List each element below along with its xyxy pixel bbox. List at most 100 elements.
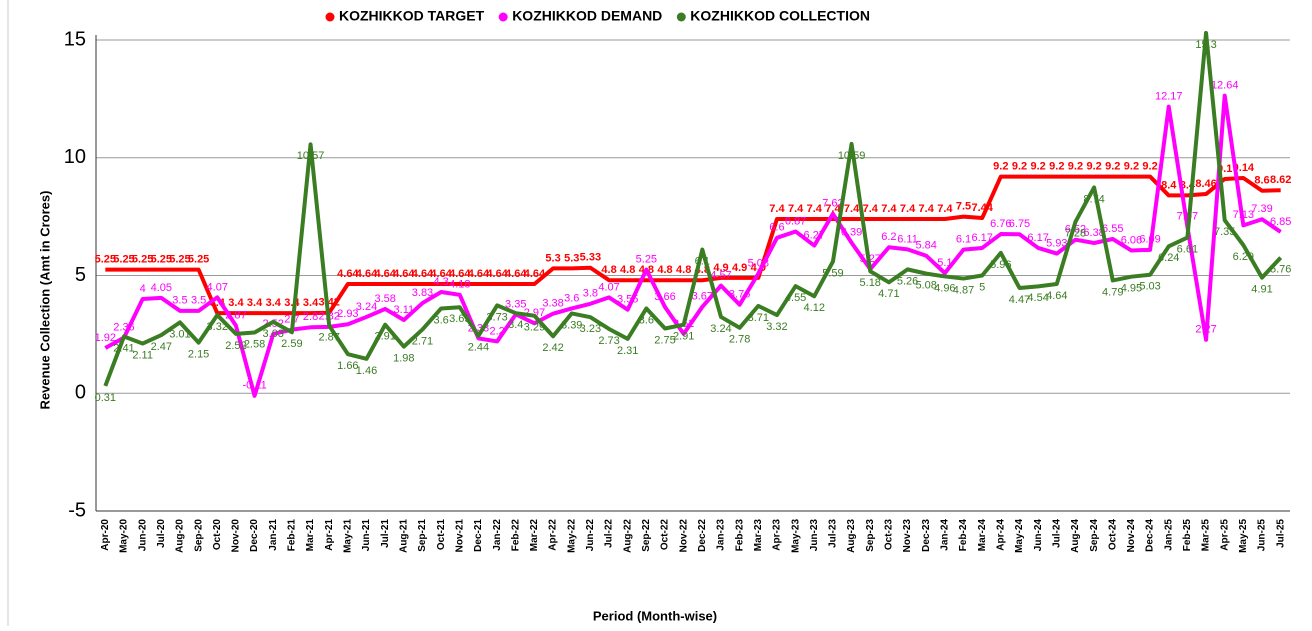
data-label: 5.26 — [897, 275, 918, 287]
data-label: 10.59 — [838, 150, 866, 162]
data-label: 12.64 — [1211, 79, 1239, 91]
x-tick-label: Jun-20 — [137, 519, 148, 552]
data-label: 4.9 — [713, 262, 728, 274]
data-label: 3.71 — [748, 312, 769, 324]
data-label: 2.31 — [617, 345, 638, 357]
data-label: 6.87 — [785, 215, 806, 227]
x-tick-label: Nov-22 — [678, 519, 689, 553]
data-label: 4.96 — [934, 282, 955, 294]
data-label: 3.6 — [433, 314, 448, 326]
data-label: 3.42 — [318, 297, 339, 309]
data-label: 2.93 — [337, 308, 358, 320]
data-label: 7.13 — [1233, 209, 1254, 221]
data-label: 2.36 — [113, 322, 134, 334]
x-tick-label: May-25 — [1238, 519, 1249, 553]
data-label: 4.3 — [433, 276, 448, 288]
x-tick-label: Jun-22 — [585, 519, 596, 552]
data-label: 3.4 — [247, 297, 263, 309]
x-tick-label: May-24 — [1014, 519, 1025, 553]
data-label: 3.66 — [654, 291, 675, 303]
x-tick-label: Sep-24 — [1089, 519, 1100, 552]
x-tick-label: Dec-24 — [1145, 519, 1156, 552]
data-label: 9.2 — [1049, 160, 1064, 172]
data-label: 4.18 — [449, 279, 470, 291]
legend-label: KOZHIKKOD TARGET — [339, 8, 485, 24]
data-label: 4.64 — [374, 268, 396, 280]
data-label: 4.64 — [393, 268, 415, 280]
y-tick-label: 10 — [64, 146, 86, 168]
data-label: 6.09 — [1139, 234, 1160, 246]
data-label: 5.84 — [915, 240, 936, 252]
data-label: 9.2 — [1030, 160, 1045, 172]
data-label: 12.17 — [1155, 91, 1183, 103]
x-tick-label: Oct-21 — [436, 519, 447, 551]
data-label: 6.75 — [1009, 218, 1030, 230]
data-label: 4.64 — [524, 268, 546, 280]
x-tick-label: Apr-21 — [324, 519, 335, 551]
legend-label: KOZHIKKOD DEMAND — [512, 8, 662, 24]
data-label: 6.06 — [1121, 234, 1142, 246]
x-tick-label: Jun-24 — [1033, 519, 1044, 552]
x-tick-label: Aug-21 — [398, 519, 409, 553]
data-label: 3.32 — [207, 321, 228, 333]
x-tick-label: Nov-21 — [454, 519, 465, 553]
data-label: 3.8 — [583, 288, 598, 300]
y-tick-label: 5 — [75, 264, 86, 286]
data-label: 6.1 — [956, 234, 971, 246]
data-label: 4.64 — [486, 268, 508, 280]
data-label: 5.25 — [151, 254, 172, 266]
data-label: 5 — [979, 281, 985, 293]
data-label: 7.4 — [844, 203, 860, 215]
data-label: 2.44 — [468, 342, 489, 354]
x-tick-label: Nov-20 — [231, 519, 242, 553]
x-tick-label: Mar-23 — [753, 519, 764, 552]
x-tick-label: Aug-23 — [846, 519, 857, 553]
x-axis-label: Period (Month-wise) — [593, 608, 717, 623]
x-tick-label: Sep-21 — [417, 519, 428, 552]
data-label: 4.8 — [657, 264, 672, 276]
legend-marker — [325, 12, 335, 22]
data-label: 3.4 — [228, 297, 244, 309]
data-label: 3.39 — [561, 319, 582, 331]
legend-marker — [676, 12, 686, 22]
data-label: 9.2 — [1086, 160, 1101, 172]
data-label: 4.91 — [1251, 284, 1272, 296]
data-label: 9.14 — [1233, 162, 1255, 174]
x-tick-label: Oct-20 — [212, 519, 223, 551]
data-label: 4.12 — [804, 302, 825, 314]
y-tick-label: -5 — [68, 499, 86, 521]
data-label: 7.4 — [900, 203, 916, 215]
data-label: 6.61 — [1177, 243, 1198, 255]
data-label: 7.44 — [971, 202, 993, 214]
data-label: 3.76 — [729, 289, 750, 301]
data-label: 4 — [140, 283, 146, 295]
x-tick-label: Jun-25 — [1257, 519, 1268, 552]
data-label: 8.6 — [1254, 175, 1269, 187]
data-label: 4.07 — [598, 281, 619, 293]
data-label: 2.87 — [318, 332, 339, 344]
x-tick-label: Feb-23 — [734, 519, 745, 552]
data-label: 2.59 — [281, 338, 302, 350]
data-label: 3.5 — [191, 295, 206, 307]
data-label: 6.52 — [1065, 224, 1086, 236]
data-label: 5.93 — [1046, 238, 1067, 250]
x-tick-label: Oct-22 — [660, 519, 671, 551]
data-label: 9.2 — [1105, 160, 1120, 172]
data-label: 5.25 — [113, 254, 134, 266]
data-label: 3.01 — [169, 328, 190, 340]
x-tick-label: Sep-20 — [193, 519, 204, 552]
data-label: 4.05 — [151, 282, 172, 294]
data-label: 7.62 — [822, 198, 843, 210]
data-label: 2.78 — [729, 334, 750, 346]
data-label: 5.25 — [188, 254, 209, 266]
data-label: 3.4 — [303, 297, 319, 309]
data-label: 6.17 — [1027, 232, 1048, 244]
data-label: 8.4 — [1161, 179, 1177, 191]
x-tick-label: Aug-22 — [622, 519, 633, 553]
data-label: 3.35 — [505, 298, 526, 310]
data-label: 4.64 — [337, 268, 359, 280]
data-label: 9.2 — [1068, 160, 1083, 172]
data-label: 10.57 — [297, 150, 325, 162]
x-tick-label: Dec-20 — [249, 519, 260, 552]
data-label: 4.64 — [1046, 290, 1067, 302]
